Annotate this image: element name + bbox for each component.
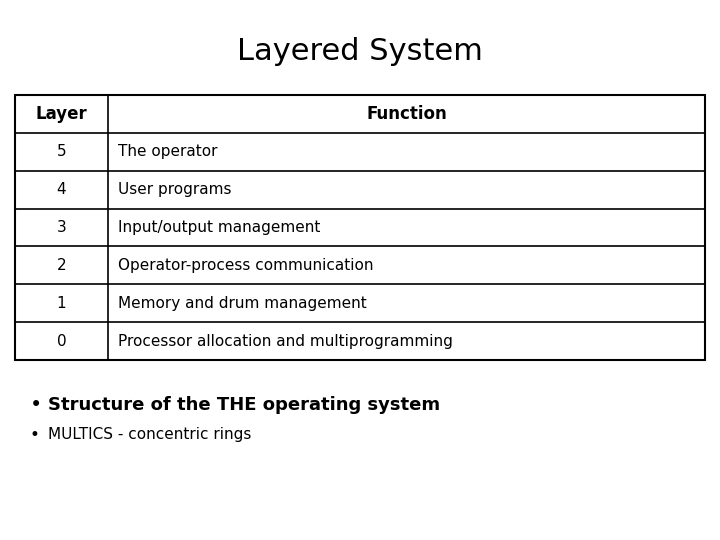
Text: 0: 0 — [57, 334, 66, 349]
Text: 1: 1 — [57, 296, 66, 310]
Bar — [15, 95, 705, 360]
Text: User programs: User programs — [118, 182, 232, 197]
Text: Function: Function — [366, 105, 447, 123]
Text: Operator-process communication: Operator-process communication — [118, 258, 374, 273]
Text: 4: 4 — [57, 182, 66, 197]
Text: 3: 3 — [57, 220, 66, 235]
Text: •: • — [30, 395, 42, 415]
Text: Processor allocation and multiprogramming: Processor allocation and multiprogrammin… — [118, 334, 453, 349]
Text: The operator: The operator — [118, 144, 217, 159]
Text: 2: 2 — [57, 258, 66, 273]
Text: 5: 5 — [57, 144, 66, 159]
Text: MULTICS - concentric rings: MULTICS - concentric rings — [48, 428, 251, 442]
Text: Structure of the THE operating system: Structure of the THE operating system — [48, 396, 440, 414]
Text: Layered System: Layered System — [237, 37, 483, 66]
Text: Layer: Layer — [35, 105, 87, 123]
Text: Memory and drum management: Memory and drum management — [118, 296, 366, 310]
Text: •: • — [30, 426, 40, 444]
Text: Input/output management: Input/output management — [118, 220, 320, 235]
